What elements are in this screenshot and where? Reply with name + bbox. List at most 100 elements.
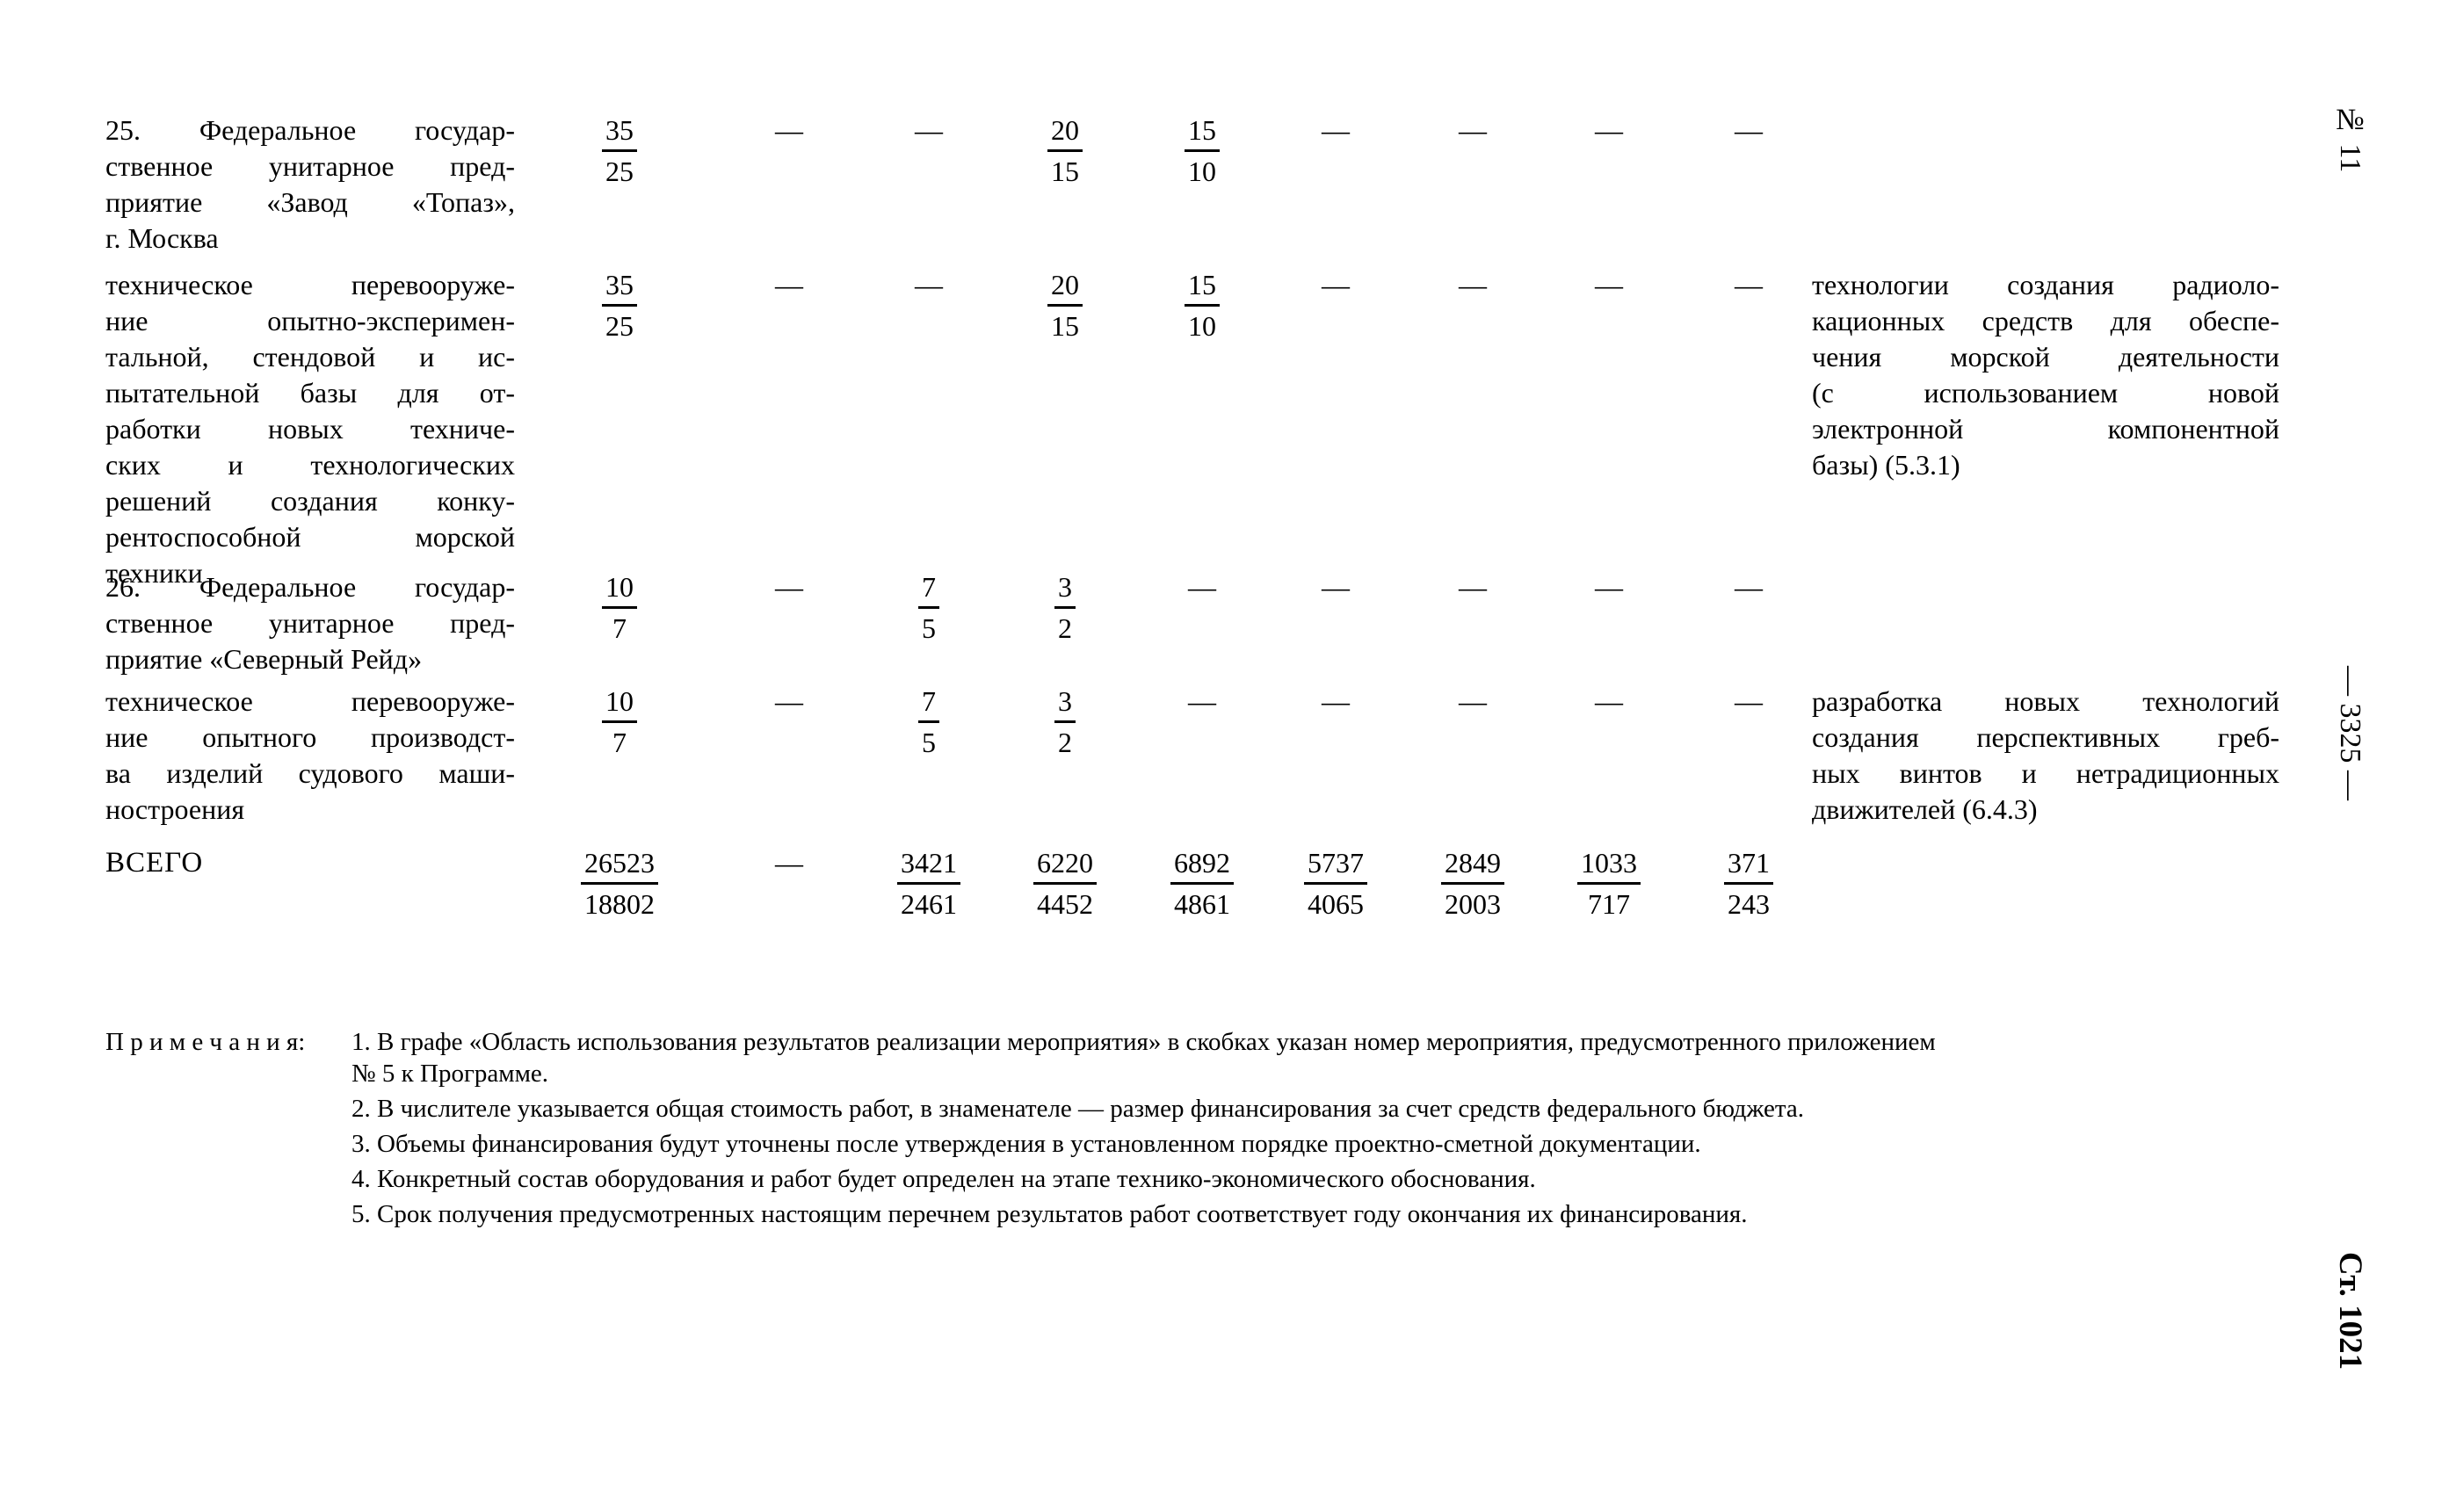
value-fraction: 6892 4861 <box>1136 845 1268 922</box>
total-label: ВСЕГО <box>105 845 515 881</box>
fraction-denominator: 15 <box>1051 156 1079 187</box>
total-values: 26523 18802—3421 2461 6220 4452 6892 4861 5737 4… <box>0 845 1801 920</box>
value-dash: — <box>915 269 943 300</box>
text-line: ских и технологических <box>105 449 515 481</box>
fraction-numerator: 7 <box>918 569 939 609</box>
fraction-numerator: 35 <box>602 267 637 307</box>
margin-article-number: Ст. 1021 <box>2332 1252 2368 1371</box>
fraction-numerator: 2849 <box>1441 845 1504 885</box>
value-dash: — <box>1595 571 1623 603</box>
text-line: ние опытного производст- <box>105 721 515 753</box>
text-line: приятие «Завод «Топаз», <box>105 186 515 218</box>
row-result-area: технологии создания радиоло-кационных ср… <box>1812 267 2279 483</box>
value-dash: — <box>775 269 803 300</box>
value-dash: — <box>1595 114 1623 146</box>
value-dash: — <box>1322 114 1350 146</box>
value-dash: — <box>775 571 803 603</box>
text-line: 4. Конкретный состав оборудования и рабо… <box>351 1165 1536 1193</box>
value-dash: — <box>1322 685 1350 717</box>
text-line: ностроения <box>105 793 245 825</box>
value-dash: — <box>1459 269 1487 300</box>
row-label: техническое перевооруже-ние опытно-экспе… <box>105 267 515 591</box>
text-line: базы) (5.3.1) <box>1812 449 1960 481</box>
text-line: пытательной базы для от- <box>105 377 515 409</box>
text-line: г. Москва <box>105 222 219 254</box>
fraction-numerator: 26523 <box>581 845 658 885</box>
value-fraction: 20 15 <box>999 267 1131 344</box>
fraction-numerator: 15 <box>1185 267 1220 307</box>
value-fraction: 26523 18802 <box>554 845 685 922</box>
row-values: 35 25— —20 15 15 10— — — — <box>0 267 1801 342</box>
fraction-denominator: 2003 <box>1445 888 1501 920</box>
text-line: тальной, стендовой и ис- <box>105 341 515 373</box>
row-label: 26. Федеральное государ-ственное унитарн… <box>105 569 515 677</box>
fraction-numerator: 3421 <box>897 845 960 885</box>
fraction-numerator: 6220 <box>1033 845 1097 885</box>
value-fraction: 2849 2003 <box>1407 845 1539 922</box>
fraction-numerator: 6892 <box>1170 845 1234 885</box>
text-line: техники <box>105 557 203 589</box>
notes-items: 1. В графе «Область использования резуль… <box>351 1026 2298 1233</box>
note-item-5: 5. Срок получения предусмотренных настоя… <box>351 1198 2298 1230</box>
fraction-numerator: 15 <box>1185 112 1220 152</box>
fraction-denominator: 2 <box>1058 612 1072 644</box>
value-dash: — <box>1188 685 1216 717</box>
value-dash: — <box>1735 269 1763 300</box>
text-line: (с использованием новой <box>1812 377 2279 409</box>
fraction-numerator: 10 <box>602 569 637 609</box>
text-line: ва изделий судового маши- <box>105 757 515 789</box>
fraction-denominator: 10 <box>1188 156 1216 187</box>
note-item-2: 2. В числителе указывается общая стоимос… <box>351 1093 2298 1125</box>
text-line: кационных средств для обеспе- <box>1812 305 2279 336</box>
text-line: № 5 к Программе. <box>351 1060 549 1088</box>
notes-label: П р и м е ч а н и я: <box>105 1028 306 1056</box>
value-fraction: 5737 4065 <box>1270 845 1402 922</box>
fraction-numerator: 20 <box>1047 112 1083 152</box>
text-line: работки новых техниче- <box>105 413 515 445</box>
value-dash: — <box>1595 269 1623 300</box>
value-fraction: 35 25 <box>554 112 685 190</box>
fraction-denominator: 5 <box>922 727 936 758</box>
row-label: техническое перевооруже-ние опытного про… <box>105 684 515 828</box>
text-line: ВСЕГО <box>105 847 204 879</box>
fraction-denominator: 18802 <box>584 888 655 920</box>
fraction-denominator: 7 <box>612 727 627 758</box>
text-line: ние опытно-эксперимен- <box>105 305 515 336</box>
value-dash: — <box>1735 571 1763 603</box>
row-values: 10 7—7 5 3 2— — — — — <box>0 569 1801 644</box>
fraction-denominator: 7 <box>612 612 627 644</box>
fraction-denominator: 5 <box>922 612 936 644</box>
fraction-numerator: 20 <box>1047 267 1083 307</box>
text-line: разработка новых технологий <box>1812 685 2279 717</box>
margin-page-number: — 3325 — <box>2334 666 2366 800</box>
value-dash: — <box>1735 114 1763 146</box>
fraction-numerator: 7 <box>918 684 939 723</box>
value-dash: — <box>1322 571 1350 603</box>
value-fraction: 10 7 <box>554 684 685 761</box>
value-dash: — <box>1188 571 1216 603</box>
fraction-numerator: 3 <box>1054 569 1076 609</box>
value-fraction: 3421 2461 <box>863 845 995 922</box>
text-line: ственное унитарное пред- <box>105 150 515 182</box>
text-line: 3. Объемы финансирования будут уточнены … <box>351 1130 1701 1158</box>
text-line: рентоспособной морской <box>105 521 515 553</box>
fraction-denominator: 243 <box>1728 888 1770 920</box>
note-item-1: 1. В графе «Область использования резуль… <box>351 1026 2298 1089</box>
fraction-denominator: 4452 <box>1037 888 1093 920</box>
fraction-numerator: 1033 <box>1577 845 1641 885</box>
text-line: решений создания конку- <box>105 485 515 517</box>
value-fraction: 1033 717 <box>1543 845 1675 922</box>
fraction-denominator: 25 <box>605 310 634 342</box>
value-dash: — <box>1735 685 1763 717</box>
row-values: 10 7—7 5 3 2— — — — — <box>0 684 1801 758</box>
value-fraction: 10 7 <box>554 569 685 647</box>
text-line: электронной компонентной <box>1812 413 2279 445</box>
text-line: чения морской деятельности <box>1812 341 2279 373</box>
fraction-denominator: 10 <box>1188 310 1216 342</box>
fraction-denominator: 2 <box>1058 727 1072 758</box>
fraction-numerator: 3 <box>1054 684 1076 723</box>
